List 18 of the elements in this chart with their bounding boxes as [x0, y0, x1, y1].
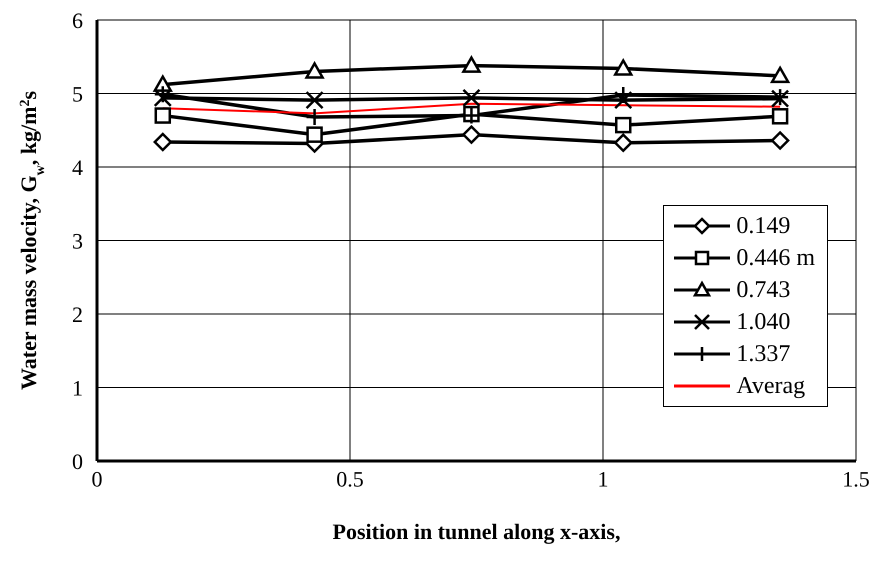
y-tick-label: 6 — [72, 8, 83, 33]
x-tick-label: 1.5 — [842, 466, 870, 492]
legend-label: 1.040 — [736, 308, 790, 336]
y-tick-label: 1 — [72, 375, 83, 400]
legend-label: Averag — [736, 372, 806, 400]
x-tick-label: 0 — [92, 466, 102, 492]
y-tick-label: 5 — [72, 81, 83, 106]
x-tick-label: 1 — [598, 466, 608, 492]
y-tick-label: 4 — [72, 154, 83, 180]
legend-label: 1.337 — [736, 340, 790, 368]
y-tick-label: 2 — [72, 302, 83, 327]
x-axis-title: Position in tunnel along x-axis, — [332, 519, 620, 544]
legend-label: 0.743 — [736, 276, 790, 304]
legend-label: 0.149 — [736, 212, 790, 240]
y-tick-label: 0 — [72, 448, 83, 474]
y-tick-label: 3 — [72, 228, 83, 254]
legend-label: 0.446 m — [736, 244, 815, 272]
x-tick-label: 0.5 — [336, 466, 364, 492]
